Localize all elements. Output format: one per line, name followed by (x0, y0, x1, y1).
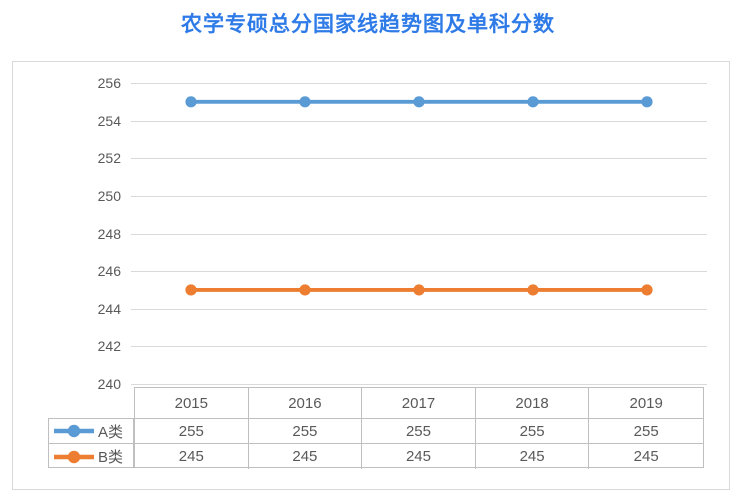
legend-key-column: A类 B类 (48, 418, 134, 468)
value-cell: 245 (135, 444, 249, 469)
plot-series-layer (185, 96, 653, 296)
y-axis-tick-label: 244 (97, 301, 121, 317)
series-marker-b (413, 284, 425, 296)
y-gridline (131, 121, 707, 122)
series-marker-b (641, 284, 653, 296)
legend-series-marker-icon (54, 450, 94, 463)
y-gridline (131, 271, 707, 272)
year-header-cell: 2016 (248, 388, 363, 419)
series-marker-b (185, 284, 197, 296)
series-marker-b (527, 284, 539, 296)
value-cell: 255 (135, 419, 249, 444)
value-cell: 245 (362, 444, 476, 469)
y-axis-tick-label: 246 (97, 263, 121, 279)
year-header-cell: 2015 (135, 388, 249, 419)
value-cell: 255 (475, 419, 590, 444)
value-cell: 255 (248, 419, 363, 444)
y-axis-tick-label: 252 (97, 150, 121, 166)
y-gridline (131, 309, 707, 310)
value-cell: 245 (249, 444, 363, 469)
series-marker-a (527, 96, 539, 108)
series-marker-b (299, 284, 311, 296)
y-axis-tick-label: 254 (97, 113, 121, 129)
value-cell: 255 (589, 419, 703, 444)
y-gridline (131, 384, 707, 385)
series-marker-a (641, 96, 653, 108)
y-axis-tick-label: 248 (97, 226, 121, 242)
chart-frame: 256 254 252 250 248 246 244 242 240 2015 2016 2017 2… (12, 61, 730, 490)
series-marker-a (299, 96, 311, 108)
series-marker-a (185, 96, 197, 108)
y-gridline (131, 83, 707, 84)
y-gridline (131, 234, 707, 235)
y-axis-tick-label: 256 (97, 75, 121, 91)
y-gridline (131, 158, 707, 159)
year-header-cell: 2017 (362, 388, 476, 419)
y-axis-tick-label: 242 (97, 338, 121, 354)
legend-label: B类 (98, 449, 124, 466)
legend-label: A类 (98, 423, 124, 441)
year-header-cell: 2018 (475, 388, 590, 419)
y-axis-tick-label: 240 (97, 376, 121, 392)
value-cell: 255 (362, 419, 476, 444)
chart-title: 农学专硕总分国家线趋势图及单科分数 (181, 12, 555, 36)
y-gridline (131, 196, 707, 197)
legend-series-marker-icon (54, 424, 94, 438)
year-header-cell: 2019 (589, 388, 703, 419)
legend-cell: B类 (49, 444, 133, 469)
y-axis-tick-label: 250 (97, 188, 121, 204)
value-cell: 245 (633, 448, 659, 465)
chart-data-table: 2015 2016 2017 2018 2019 255 255 255 255 255 245 24… (134, 387, 704, 469)
value-cell: 245 (476, 444, 590, 469)
series-marker-a (413, 96, 425, 108)
y-gridline (131, 346, 707, 347)
legend-cell: A类 (49, 419, 133, 444)
